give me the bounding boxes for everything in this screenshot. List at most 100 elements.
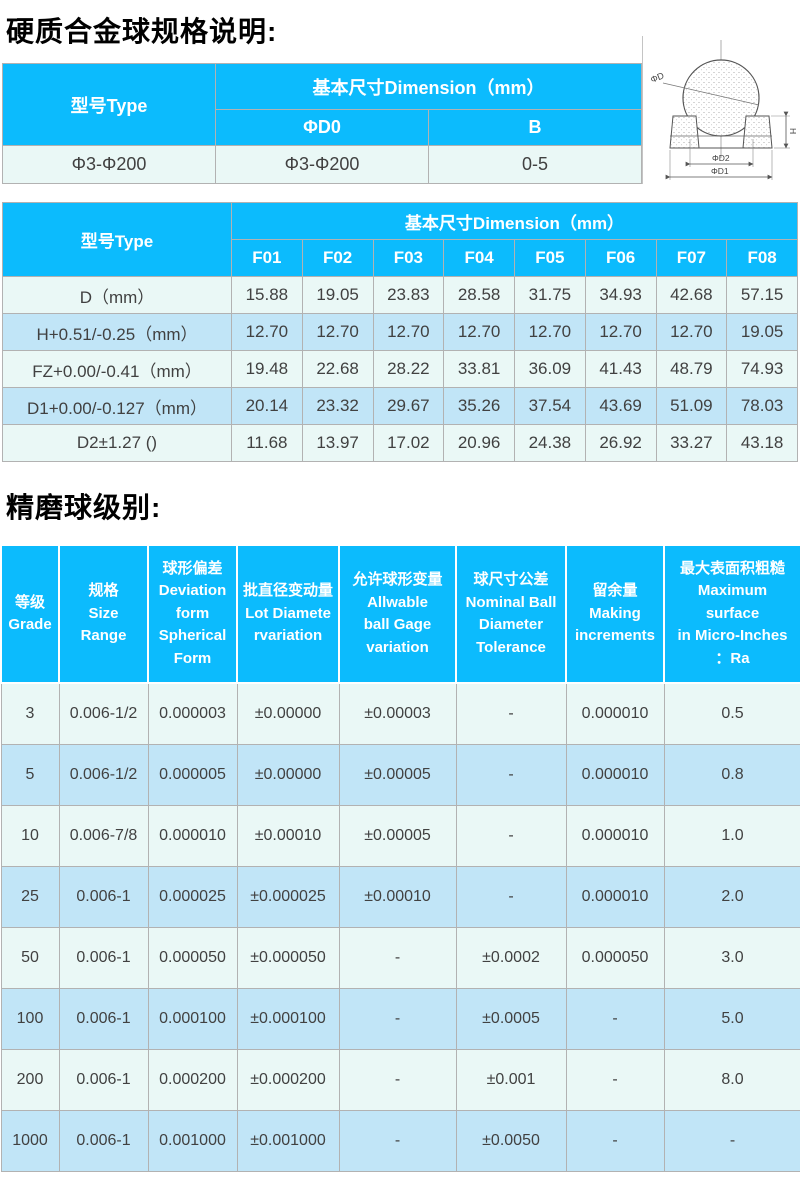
table-row: Φ3-Φ200 Φ3-Φ200 0-5 (2, 145, 642, 184)
table-cell: 200 (0, 1048, 60, 1111)
table-cell: 0.000010 (565, 804, 665, 867)
table2-model-header: F02 (301, 239, 374, 277)
table-cell: ±0.00005 (338, 804, 457, 867)
table-cell: 0.000025 (147, 865, 238, 928)
table-row: 10 0.006-7/8 0.000010 ±0.00010 ±0.00005-0.00… (0, 804, 800, 867)
table-row: H+0.51/-0.25（mm） 12.70 12.70 12.70 12.70 12.… (2, 313, 798, 351)
table1-type-header: 型号Type (2, 63, 216, 146)
table-cell: - (338, 987, 457, 1050)
table-cell: - (338, 1048, 457, 1111)
table-cell: 24.38 (514, 424, 586, 462)
table3-column-header: 等级 Grade (0, 544, 60, 684)
table3-column-header: 允许球形变量 Allwable ball Gage variation (338, 544, 457, 684)
table2-dimension-group-header: 基本尺寸Dimension（mm） (231, 202, 798, 240)
table-cell: 3.0 (663, 926, 800, 989)
table-row: 3 0.006-1/2 0.000003 ±0.00000 ±0.00003-0.000… (0, 682, 800, 745)
table-cell: 28.58 (443, 276, 515, 314)
table-row: FZ+0.00/-0.41（mm） 19.48 22.68 28.22 33.81 36… (2, 350, 798, 388)
table-cell: 5 (0, 743, 60, 806)
table-cell: - (455, 743, 567, 806)
basic-size-table: 型号Type 基本尺寸Dimension（mm） ΦD0 B Φ3-Φ200 Φ… (2, 63, 642, 184)
table-cell: 36.09 (514, 350, 586, 388)
table-row: 200 0.006-1 0.000200 ±0.000200- ±0.001-8.0 (0, 1048, 800, 1111)
table-cell: 0.006-7/8 (58, 804, 149, 867)
table-cell: ±0.001 (455, 1048, 567, 1111)
table-cell: 13.97 (301, 424, 374, 462)
table2-model-header: F01 (231, 239, 303, 277)
table-cell: ±0.0002 (455, 926, 567, 989)
table3-column-header: 批直径变动量 Lot Diamete rvariation (236, 544, 340, 684)
table3-column-header: 最大表面积粗糙 Maximum surface in Micro-Inches … (663, 544, 800, 684)
table-cell: 23.83 (372, 276, 445, 314)
ball-dimension-diagram: ΦD ΦD2 ΦD1 H (642, 36, 798, 184)
diagram-label-d2: ΦD2 (712, 153, 730, 163)
table-cell: ±0.0005 (455, 987, 567, 1050)
row-label: FZ+0.00/-0.41（mm） (2, 350, 232, 388)
table-cell: 29.67 (372, 387, 445, 425)
table-cell: 42.68 (655, 276, 728, 314)
table3-column-header: 留余量 Making increments (565, 544, 665, 684)
table-cell: 37.54 (514, 387, 586, 425)
table1-b-header: B (428, 109, 642, 146)
table-cell: 3 (0, 682, 60, 745)
table-cell: 43.69 (584, 387, 657, 425)
table-row: 100 0.006-1 0.000100 ±0.000100- ±0.0005-5.0 (0, 987, 800, 1050)
table-cell: 33.27 (655, 424, 728, 462)
table-cell: 5.0 (663, 987, 800, 1050)
table-cell: 74.93 (726, 350, 798, 388)
table-cell: 100 (0, 987, 60, 1050)
model-dimension-table: 型号Type 基本尺寸Dimension（mm） F01 F02 F03 F04 F05… (2, 202, 798, 462)
table-cell: 0.000005 (147, 743, 238, 806)
table2-model-header: F08 (726, 239, 798, 277)
table-cell: 0.000010 (565, 682, 665, 745)
row-label: D（mm） (2, 276, 232, 314)
table-cell: ±0.000050 (236, 926, 340, 989)
table-cell: 12.70 (514, 313, 586, 351)
table-cell: 12.70 (655, 313, 728, 351)
row-label: H+0.51/-0.25（mm） (2, 313, 232, 351)
table-cell: - (455, 865, 567, 928)
table-cell: ±0.000100 (236, 987, 340, 1050)
table-cell: - (565, 1048, 665, 1111)
table-cell: 15.88 (231, 276, 303, 314)
table-cell: 0.006-1 (58, 987, 149, 1050)
table1-d0-header: ΦD0 (215, 109, 429, 146)
diagram-label-d: ΦD (649, 70, 666, 85)
table-cell: - (455, 682, 567, 745)
table-cell: 0.000010 (147, 804, 238, 867)
table-cell: ±0.00000 (236, 682, 340, 745)
table-cell: ±0.000200 (236, 1048, 340, 1111)
table-cell: ±0.00010 (338, 865, 457, 928)
table3-column-header: 球尺寸公差 Nominal Ball Diameter Tolerance (455, 544, 567, 684)
table-cell: 23.32 (301, 387, 374, 425)
diagram-label-h: H (788, 128, 798, 134)
table-row: D1+0.00/-0.127（mm） 20.14 23.32 29.67 35.26 3… (2, 387, 798, 425)
table-cell: 33.81 (443, 350, 515, 388)
table-cell: 20.14 (231, 387, 303, 425)
table2-model-header: F07 (655, 239, 728, 277)
table-cell: 19.48 (231, 350, 303, 388)
table-cell: - (663, 1109, 800, 1172)
grade-tolerance-table: 等级 Grade 规格 Size Range 球形偏差 Deviation form… (0, 544, 800, 1172)
table2-model-header: F05 (514, 239, 586, 277)
table2-model-header: F04 (443, 239, 515, 277)
table-cell: 0.8 (663, 743, 800, 806)
table-cell: ±0.00005 (338, 743, 457, 806)
ball-diagram-svg: ΦD ΦD2 ΦD1 H (649, 40, 798, 180)
table-cell: 48.79 (655, 350, 728, 388)
table-cell: 26.92 (584, 424, 657, 462)
table-cell: 78.03 (726, 387, 798, 425)
table2-model-header: F06 (584, 239, 657, 277)
table-cell: 0.5 (663, 682, 800, 745)
table-cell: 0.001000 (147, 1109, 238, 1172)
table-row: 50 0.006-1 0.000050 ±0.000050- ±0.0002 0.0000… (0, 926, 800, 989)
table-cell: 10 (0, 804, 60, 867)
table-cell: 17.02 (372, 424, 445, 462)
table2-type-header: 型号Type (2, 202, 232, 277)
table-row: D（mm） 15.88 19.05 23.83 28.58 31.75 34.93 42.6… (2, 276, 798, 314)
table-cell: 12.70 (372, 313, 445, 351)
table-cell: 0.000010 (565, 743, 665, 806)
table-cell: 19.05 (726, 313, 798, 351)
table3-column-header: 球形偏差 Deviation form Spherical Form (147, 544, 238, 684)
table3-header-row: 等级 Grade 规格 Size Range 球形偏差 Deviation form… (0, 544, 800, 684)
